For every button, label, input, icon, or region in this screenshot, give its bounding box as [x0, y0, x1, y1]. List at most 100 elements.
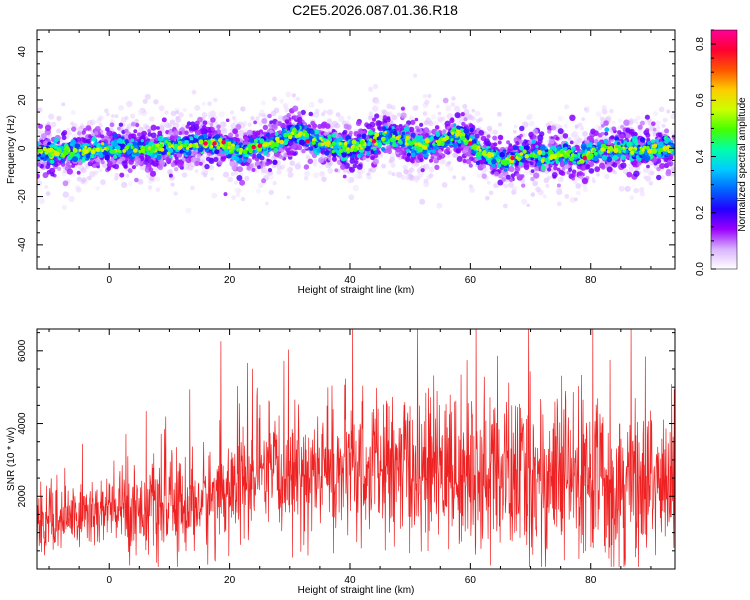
- spectrogram-cell: [576, 190, 581, 196]
- spectrogram-cell: [109, 122, 115, 128]
- spectrogram-cell: [380, 121, 385, 125]
- spectrogram-cell: [94, 126, 101, 132]
- spectrogram-cell: [250, 116, 255, 121]
- spectrogram-cell: [579, 126, 585, 131]
- spectrogram-cell: [659, 163, 666, 169]
- spectrogram-cell: [42, 172, 49, 179]
- spectrogram-cell: [335, 112, 341, 117]
- spectrogram-cell: [582, 187, 588, 193]
- spectrogram-cell: [367, 115, 373, 121]
- spectrogram-cell: [415, 125, 419, 130]
- spectrogram-cell: [95, 162, 100, 167]
- spectrogram-cell: [585, 164, 591, 170]
- spectrogram-cell: [338, 115, 345, 123]
- spectrogram-cell: [573, 180, 578, 185]
- spectrogram-cell: [61, 204, 67, 210]
- spectrogram-cell: [368, 86, 374, 92]
- spectrogram-cell: [98, 168, 103, 173]
- spectrogram-cell: [594, 166, 601, 173]
- spectrogram-cell: [147, 129, 152, 133]
- spectrogram-cell: [170, 182, 175, 187]
- spectrogram-cell: [182, 108, 187, 112]
- spectrogram-cell: [436, 154, 443, 161]
- spectrogram-cell: [548, 138, 555, 145]
- spectrogram-cell: [65, 162, 70, 167]
- spectrogram-cell: [349, 130, 353, 135]
- spectrogram-cell: [493, 171, 499, 177]
- spectrogram-cell: [258, 182, 264, 189]
- spectrogram-cell: [612, 162, 618, 168]
- spectrogram-cell: [303, 164, 310, 170]
- spectrogram-cell: [345, 120, 350, 125]
- spectrogram-cell: [234, 180, 238, 185]
- spectrogram-cell: [276, 165, 282, 171]
- spectrogram-cell: [405, 157, 410, 162]
- spectrogram-cell: [635, 115, 641, 121]
- spectrogram-cell: [414, 117, 419, 122]
- spectrogram-cell: [418, 154, 423, 159]
- spectrogram-cell: [604, 131, 609, 136]
- spectrogram-cell: [478, 117, 483, 122]
- spectrogram-cell: [424, 99, 430, 105]
- spectrogram-cell: [271, 124, 278, 131]
- spectrogram-cell: [492, 135, 497, 141]
- spectrogram-cell: [334, 168, 339, 173]
- spectrogram-cell: [573, 134, 581, 142]
- spectrogram-cell: [572, 140, 578, 145]
- spectrogram-cell: [403, 126, 410, 132]
- spectrogram-cell: [398, 124, 403, 128]
- spectrogram-cell: [585, 106, 590, 111]
- spectrogram-cell: [112, 164, 116, 168]
- spectrogram-cell: [569, 140, 574, 145]
- spectrogram-cell: [247, 122, 252, 127]
- spectrogram-cell: [157, 131, 162, 135]
- spectrogram-cell: [539, 144, 546, 151]
- spectrogram-cell: [510, 173, 516, 178]
- spectrogram-cell: [106, 166, 112, 171]
- spectrogram-cell: [246, 158, 252, 164]
- spectrogram-cell: [190, 125, 197, 132]
- spectrogram-cell: [419, 122, 424, 127]
- spectrogram-cell: [253, 120, 257, 125]
- spectrogram-cell: [625, 133, 632, 139]
- spectrogram-cell: [86, 138, 91, 144]
- spectrogram-cell: [145, 173, 151, 179]
- spectrogram-cell: [402, 164, 408, 170]
- spectrogram-cell: [165, 156, 171, 163]
- spectrogram-cell: [464, 113, 469, 118]
- spectrogram-cell: [488, 190, 494, 196]
- spectrogram-cell: [595, 111, 602, 117]
- spectrogram-cell: [611, 120, 616, 125]
- spectrogram-cell: [413, 177, 419, 183]
- spectrogram-cell: [289, 160, 296, 166]
- spectrogram-cell: [134, 157, 141, 164]
- spectrogram-cell: [295, 96, 300, 101]
- spectrogram-cell: [571, 176, 575, 181]
- spectrogram-cell: [486, 134, 491, 139]
- spectrogram-cell: [304, 170, 311, 177]
- spectrogram-cell: [347, 115, 352, 120]
- spectrogram-cell: [474, 133, 480, 139]
- spectrogram-cell: [211, 192, 218, 199]
- spectrogram-cell: [231, 195, 237, 201]
- spectrogram-cell: [372, 105, 379, 112]
- spectrogram-cell: [354, 173, 360, 180]
- spectrogram-cell: [390, 162, 396, 168]
- spectrogram-cell: [164, 122, 171, 129]
- spectrogram-cell: [454, 112, 461, 119]
- spectrogram-cell: [557, 128, 564, 135]
- spectrogram-cell: [465, 158, 472, 165]
- spectrogram-cell: [643, 167, 648, 173]
- spectrogram-cell: [210, 177, 215, 181]
- spectrogram-cell: [435, 104, 440, 109]
- spectrogram-cell: [149, 116, 155, 122]
- spectrogram-cell: [207, 101, 212, 106]
- spectrogram-cell: [651, 121, 656, 126]
- spectrogram-cell: [137, 109, 144, 116]
- spectrogram-cell: [268, 123, 273, 128]
- spectrogram-cell: [147, 185, 153, 190]
- spectrogram-cell: [303, 176, 309, 181]
- spectrogram-cell: [498, 135, 504, 140]
- spectrogram-cell: [308, 111, 314, 117]
- spectrogram-cell: [428, 166, 435, 173]
